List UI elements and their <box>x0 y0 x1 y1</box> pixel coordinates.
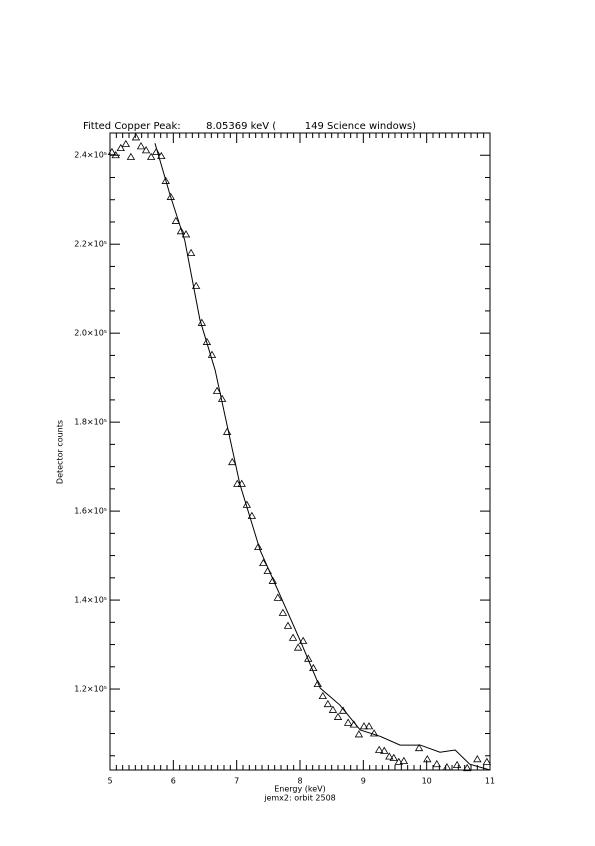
data-point <box>333 712 343 720</box>
data-point <box>254 542 263 551</box>
data-point <box>482 757 492 765</box>
data-point <box>259 558 268 567</box>
data-point <box>176 227 186 235</box>
x-tick-label: 8 <box>297 777 302 786</box>
y-tick-label: 2.4×10⁵ <box>74 151 107 160</box>
fit-line <box>154 143 491 771</box>
data-point <box>278 608 288 616</box>
data-point <box>385 752 394 760</box>
data-point <box>166 192 175 200</box>
data-point <box>394 757 403 765</box>
data-point <box>304 654 313 662</box>
x-tick-label: 11 <box>485 777 495 786</box>
data-point <box>146 152 156 160</box>
subtitle: jemx2: orbit 2508 <box>263 794 336 803</box>
y-tick-label: 1.6×10⁵ <box>74 507 107 516</box>
data-point <box>452 760 462 769</box>
data-point <box>131 133 141 141</box>
data-point <box>414 743 424 752</box>
x-tick-label: 10 <box>422 777 432 786</box>
data-point <box>116 143 125 152</box>
data-point <box>171 216 181 224</box>
y-axis-label: Detector counts <box>56 420 65 484</box>
data-point <box>293 643 303 651</box>
data-point <box>442 763 452 771</box>
data-point <box>157 151 166 160</box>
data-point <box>364 722 374 730</box>
data-point <box>323 699 333 708</box>
y-tick-label: 1.4×10⁵ <box>74 596 107 605</box>
data-point <box>343 718 353 726</box>
x-tick-label: 7 <box>234 777 239 786</box>
y-tick-label: 1.2×10⁵ <box>74 685 107 694</box>
chart-title: Fitted Copper Peak: 8.05369 keV ( 149 Sc… <box>83 121 416 132</box>
data-point <box>152 147 161 156</box>
data-point <box>374 745 384 753</box>
data-point <box>136 142 146 150</box>
data-point <box>247 511 257 519</box>
data-point <box>121 139 131 148</box>
data-point <box>389 753 398 761</box>
y-tick-label: 1.8×10⁵ <box>74 418 107 427</box>
data-point <box>359 722 369 730</box>
data-point <box>107 147 117 156</box>
data-point <box>328 705 338 713</box>
data-point <box>191 281 201 289</box>
data-point <box>233 479 242 487</box>
y-tick-label: 2.0×10⁵ <box>74 329 107 338</box>
data-point <box>318 691 327 700</box>
data-point <box>283 621 293 629</box>
y-tick-label: 2.2×10⁵ <box>74 240 107 249</box>
x-tick-label: 6 <box>171 777 176 786</box>
data-point <box>313 679 322 688</box>
data-point <box>369 729 379 737</box>
data-point <box>354 730 364 738</box>
data-point <box>473 755 482 763</box>
data-point <box>463 763 472 772</box>
data-point <box>432 759 441 768</box>
data-point <box>126 152 136 160</box>
data-point <box>186 248 196 257</box>
data-point <box>399 756 409 765</box>
data-point <box>228 457 237 466</box>
data-point <box>298 636 308 644</box>
data-point <box>111 150 120 159</box>
x-tick-label: 9 <box>361 777 366 786</box>
data-point <box>423 755 432 763</box>
data-point <box>380 746 389 754</box>
data-point <box>273 593 283 601</box>
data-point <box>288 633 298 641</box>
data-point <box>181 230 191 238</box>
data-point <box>268 576 277 584</box>
x-axis-label: Energy (keV) <box>274 785 326 794</box>
data-point <box>212 386 222 394</box>
data-point <box>161 176 170 184</box>
data-point <box>141 146 151 154</box>
x-tick-label: 5 <box>107 777 112 786</box>
